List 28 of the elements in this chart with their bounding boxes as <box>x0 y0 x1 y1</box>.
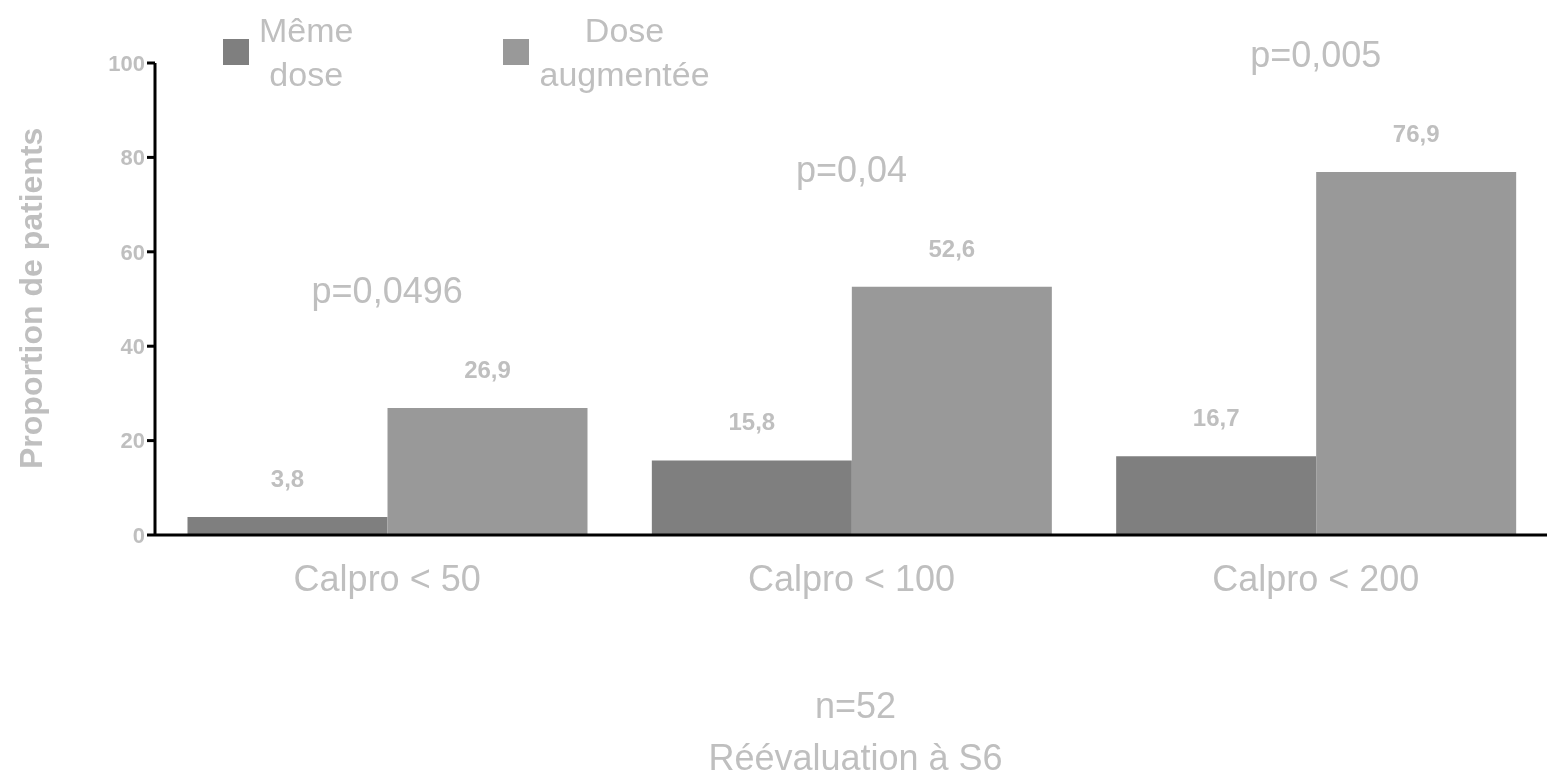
y-tick-label: 40 <box>120 334 145 360</box>
y-tick-label: 100 <box>108 50 145 76</box>
y-tick-label: 20 <box>120 428 145 454</box>
annotation: p=0,0496 <box>311 269 463 311</box>
annotation: p=0,005 <box>1250 33 1382 75</box>
x-tick-label: Calpro < 200 <box>1212 557 1420 599</box>
y-tick-label: 60 <box>120 239 145 265</box>
bar <box>1116 456 1317 535</box>
x-tick-label: Calpro < 50 <box>293 557 481 599</box>
data-label: 76,9 <box>1392 120 1440 148</box>
y-tick-label: 80 <box>120 145 145 171</box>
data-label: 16,7 <box>1192 404 1240 432</box>
y-tick-label: 0 <box>132 522 145 548</box>
bar <box>851 286 1052 535</box>
x-axis-title: n=52 Réévaluation à S6 <box>707 684 1004 780</box>
data-label: 15,8 <box>728 408 776 436</box>
bar <box>651 460 852 535</box>
data-label: 26,9 <box>464 356 511 384</box>
legend-label: Dose augmentée <box>539 10 710 95</box>
legend-label: Même dose <box>259 10 354 95</box>
bar <box>187 517 388 535</box>
bar <box>387 408 588 535</box>
data-label: 3,8 <box>270 465 305 493</box>
y-axis-title: Proportion de patients <box>13 127 50 469</box>
bar <box>1316 172 1517 535</box>
data-label: 52,6 <box>928 234 976 262</box>
x-tick-label: Calpro < 100 <box>747 557 956 599</box>
annotation: p=0,04 <box>795 148 908 190</box>
